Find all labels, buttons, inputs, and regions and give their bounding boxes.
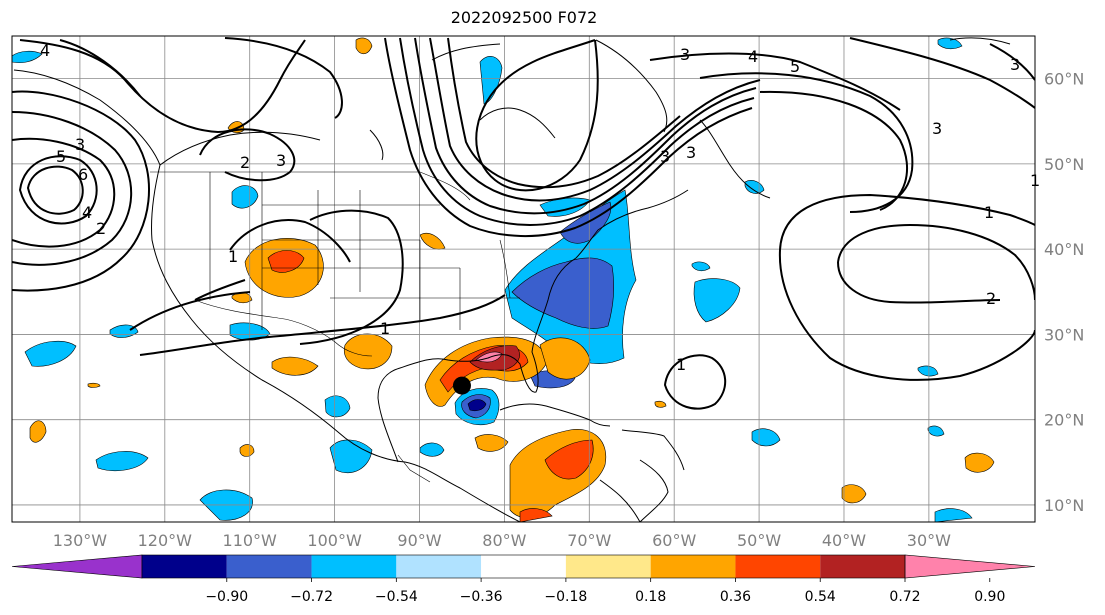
contour-label: 1: [228, 247, 238, 266]
longitude-label: 90°W: [397, 531, 441, 550]
contour-label: 3: [276, 151, 286, 170]
contour-label: 1: [984, 203, 994, 222]
contour-label: 2: [986, 289, 996, 308]
longitude-label: 50°W: [737, 531, 781, 550]
colorbar-segment: [735, 555, 821, 578]
contour-label: 5: [790, 57, 800, 76]
colorbar: −0.90 −0.72 −0.54 −0.36 −0.18 0.18 0.36 0.54 0.7…: [11, 554, 1036, 605]
colorbar-segment: [565, 555, 651, 578]
contour-label: 4: [82, 203, 92, 222]
longitude-label: 60°W: [652, 531, 696, 550]
longitude-label: 130°W: [53, 531, 108, 550]
latitude-label: 10°N: [1044, 496, 1084, 515]
longitude-label: 40°W: [822, 531, 866, 550]
contour-label: 4: [748, 47, 758, 66]
colorbar-tick-label: −0.72: [290, 589, 333, 605]
colorbar-extend-low: [11, 554, 143, 579]
latitude-label: 40°N: [1044, 240, 1084, 259]
colorbar-outline: [141, 554, 906, 579]
contour-label-layer: 4 3 4 3 5 5 6 4 2 3 2 3 3 1 1 1 1 2 3 3 …: [40, 41, 1040, 374]
longitude-label: 30°W: [907, 531, 951, 550]
contour-label: 3: [1010, 55, 1020, 74]
colorbar-tick-label: −0.90: [205, 589, 248, 605]
colorbar-tick-label: −0.36: [460, 589, 503, 605]
contour-label: 2: [96, 219, 106, 238]
colorbar-segment: [650, 555, 736, 578]
colorbar-tick-label: 0.90: [974, 589, 1005, 605]
storm-center-marker: [452, 376, 471, 395]
longitude-label: 120°W: [138, 531, 193, 550]
contour-label: 3: [660, 147, 670, 166]
longitude-tick-labels: 130°W 120°W 110°W 100°W 90°W 80°W 70°W 60°W 50°W…: [53, 531, 951, 550]
colorbar-extend-high: [904, 554, 1036, 579]
contour-label: 2: [240, 153, 250, 172]
map-title: 2022092500 F072: [450, 8, 598, 27]
contour-label: 3: [75, 135, 85, 154]
longitude-label: 70°W: [567, 531, 611, 550]
contour-label: 6: [78, 165, 88, 184]
longitude-label: 80°W: [482, 531, 526, 550]
longitude-label: 100°W: [307, 531, 362, 550]
colorbar-segment: [481, 555, 566, 578]
colorbar-tick-label: −0.18: [544, 589, 587, 605]
contour-lines: [12, 37, 1035, 410]
contour-label: 3: [686, 143, 696, 162]
contour-label: 3: [932, 119, 942, 138]
latitude-label: 20°N: [1044, 411, 1084, 430]
latitude-tick-labels: 60°N 50°N 40°N 30°N 20°N 10°N: [1044, 70, 1084, 515]
colorbar-tick-label: −0.54: [375, 589, 418, 605]
colorbar-tick-label: 0.18: [635, 589, 666, 605]
contour-label: 4: [40, 41, 50, 60]
colorbar-segment: [820, 555, 905, 578]
map-frame: [11, 35, 1036, 523]
graticule: [12, 36, 1035, 522]
contour-label: 5: [56, 147, 66, 166]
latitude-label: 60°N: [1044, 70, 1084, 89]
latitude-label: 30°N: [1044, 325, 1084, 344]
colorbar-segment: [226, 555, 312, 578]
longitude-label: 110°W: [223, 531, 278, 550]
colorbar-segment: [311, 555, 397, 578]
map-panel: [12, 36, 1035, 522]
colorbar-tick-label: 0.36: [720, 589, 751, 605]
country-borders: [150, 171, 520, 483]
colorbar-segment: [142, 555, 227, 578]
colorbar-tick-label: 0.72: [889, 589, 920, 605]
colorbar-tick-label: 0.54: [805, 589, 836, 605]
contour-label: 1: [380, 319, 390, 338]
colorbar-segment: [396, 555, 482, 578]
latitude-label: 50°N: [1044, 155, 1084, 174]
contour-label: 1: [676, 355, 686, 374]
contour-label: 3: [680, 45, 690, 64]
